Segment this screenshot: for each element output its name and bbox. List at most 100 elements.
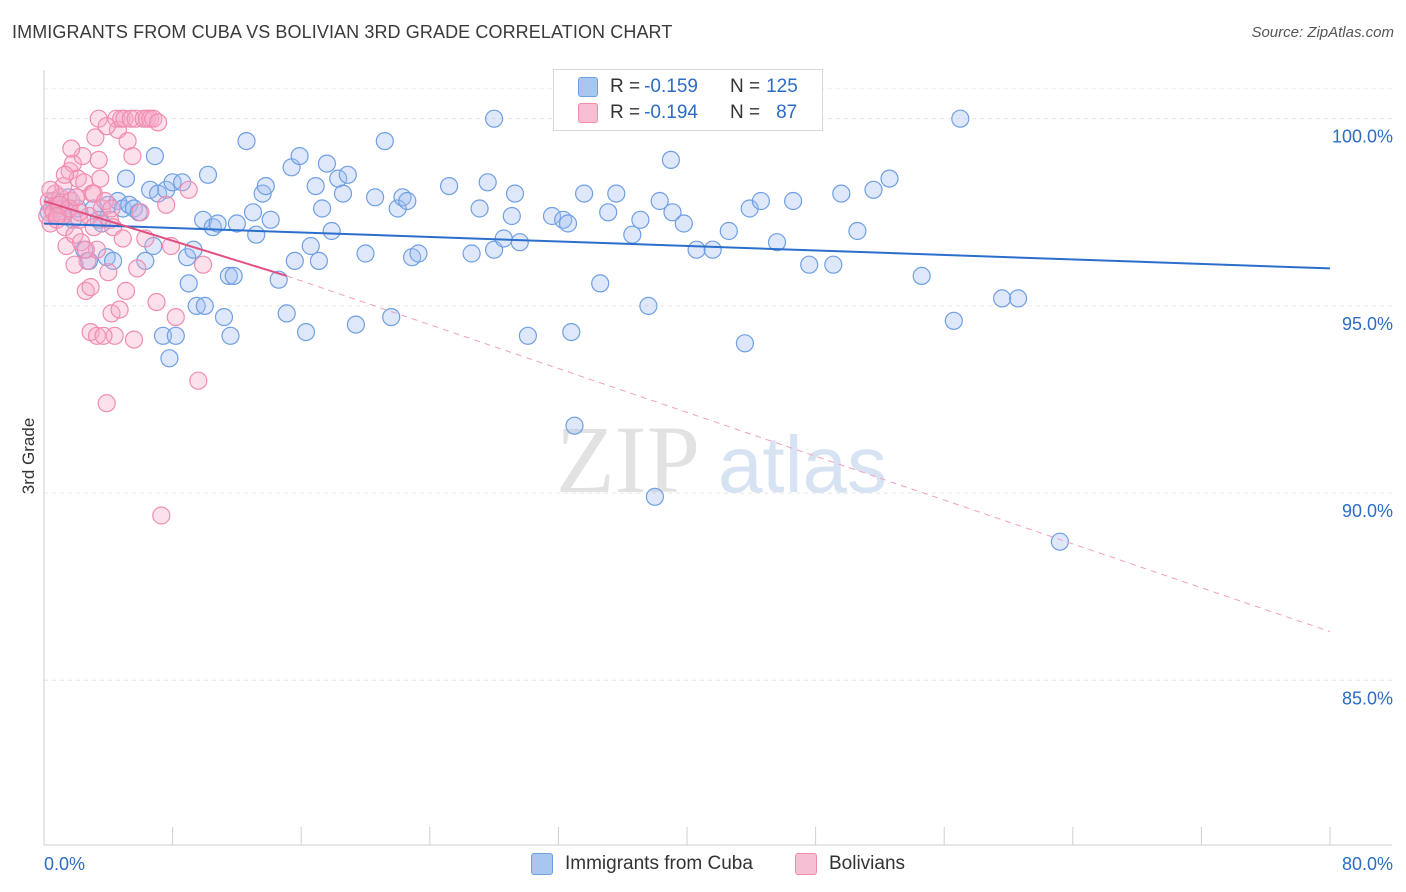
bolivians-point-65 (97, 394, 116, 413)
legend-item-bolivians[interactable]: Bolivians (795, 851, 905, 877)
bolivians-point-44 (118, 132, 137, 151)
cuba-point-76 (409, 244, 428, 263)
cuba-point-55 (285, 251, 304, 270)
cuba-point-119 (565, 416, 584, 435)
cuba-point-111 (848, 221, 867, 241)
swatch-bolivians (578, 103, 598, 123)
cuba-point-14 (103, 251, 123, 270)
bolivians-point-36 (99, 263, 118, 282)
axes (43, 70, 1392, 846)
legend-item-cuba[interactable]: Immigrants from Cuba (531, 851, 753, 877)
r-label-bolivians: R = (610, 102, 641, 123)
cuba-point-84 (505, 184, 525, 203)
cuba-point-50 (256, 177, 275, 196)
bolivians-point-78 (84, 218, 103, 237)
bolivians-point-67 (94, 326, 113, 345)
cuba-point-110 (832, 184, 851, 203)
cuba-point-78 (462, 244, 481, 263)
cuba-point-58 (301, 236, 320, 256)
series-cuba-points (39, 109, 1070, 551)
n-label-bolivians: N = (729, 102, 761, 123)
cuba-point-97 (650, 191, 669, 211)
bolivians-point-73 (41, 180, 60, 199)
cuba-point-103 (735, 334, 755, 353)
cuba-point-117 (1008, 289, 1028, 308)
cuba-point-79 (470, 199, 489, 218)
cuba-point-122 (562, 323, 581, 342)
cuba-point-63 (322, 221, 341, 241)
cuba-point-42 (219, 266, 238, 285)
r-value-cuba: -0.159 (644, 76, 698, 97)
watermark-zip: ZIP (556, 406, 700, 513)
bolivians-point-54 (147, 293, 166, 312)
watermark: ZIP atlas (556, 406, 887, 513)
bolivians-point-69 (116, 281, 136, 300)
bolivians-point-60 (179, 180, 198, 199)
cuba-point-94 (623, 225, 642, 244)
cuba-point-38 (198, 165, 218, 184)
bolivians-point-33 (91, 169, 110, 188)
cuba-point-27 (157, 180, 176, 199)
cuba-point-90 (574, 184, 594, 203)
cuba-point-105 (751, 191, 771, 211)
cuba-point-70 (375, 132, 394, 151)
bolivians-point-46 (123, 147, 142, 166)
cuba-point-112 (864, 180, 883, 199)
y-axis-label: 3rd Grade (19, 418, 38, 495)
cuba-point-86 (518, 326, 538, 345)
bolivians-point-79 (55, 165, 75, 184)
cuba-point-115 (944, 311, 963, 330)
cuba-point-93 (607, 184, 626, 203)
legend-swatch-bolivians (795, 853, 817, 875)
bolivians-point-57 (157, 195, 176, 214)
cuba-point-44 (224, 266, 243, 285)
bolivians-point-68 (110, 300, 129, 319)
cuba-point-45 (227, 214, 246, 233)
cuba-point-108 (800, 255, 819, 274)
cuba-point-92 (599, 203, 618, 222)
cuba-point-120 (645, 487, 665, 506)
n-value-bolivians: 87 (776, 102, 798, 123)
bolivians-point-82 (67, 188, 86, 207)
bolivians-point-83 (62, 139, 81, 158)
bolivians-point-32 (89, 150, 108, 169)
cuba-point-109 (824, 255, 843, 274)
x-tick-label-max: 80.0% (1342, 854, 1393, 874)
cuba-point-80 (478, 173, 497, 192)
bolivians-point-86 (97, 117, 116, 136)
cuba-point-121 (661, 150, 681, 169)
x-tick-label-min: 0.0% (44, 854, 85, 874)
stats-legend: R = -0.159 N = 125 R = -0.194 N = 87 (553, 69, 823, 131)
swatch-cuba (578, 77, 598, 97)
cuba-point-101 (703, 240, 722, 259)
bolivians-point-74 (76, 240, 95, 259)
cuba-point-66 (338, 165, 357, 184)
cuba-point-87 (542, 206, 562, 226)
legend-label-cuba: Immigrants from Cuba (565, 853, 753, 874)
bolivians-point-30 (86, 128, 105, 147)
bolivians-point-35 (95, 191, 115, 211)
cuba-point-83 (502, 206, 521, 226)
cuba-point-69 (366, 188, 385, 207)
cuba-point-53 (277, 304, 296, 323)
r-value-bolivians: -0.194 (644, 102, 698, 123)
cuba-point-96 (639, 296, 658, 315)
cuba-point-26 (153, 326, 173, 345)
cuba-point-89 (558, 214, 578, 233)
cuba-point-123 (485, 109, 504, 128)
cuba-point-72 (388, 199, 407, 218)
cuba-point-106 (767, 233, 787, 252)
bolivians-point-81 (47, 206, 67, 226)
stats-row-bolivians: R = -0.194 N = 87 (578, 100, 797, 126)
cuba-point-124 (951, 109, 970, 128)
bolivians-point-62 (194, 255, 213, 274)
cuba-point-99 (674, 214, 693, 233)
trend-line-bolivians (43, 200, 288, 277)
bolivians-point-45 (121, 109, 140, 128)
cuba-point-95 (631, 210, 650, 229)
cuba-point-40 (208, 214, 227, 233)
cuba-point-56 (290, 147, 309, 166)
watermark-atlas: atlas (718, 420, 887, 509)
n-value-cuba: 125 (766, 76, 798, 97)
